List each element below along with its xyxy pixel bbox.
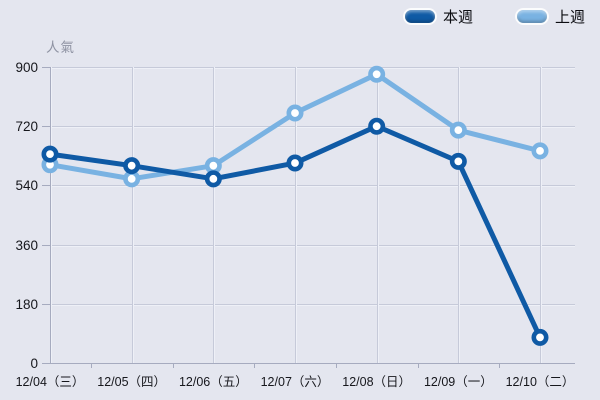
x-tick-label: 12/09（一） [424,375,493,389]
data-point-上週-1 [123,170,141,188]
x-tick-label: 12/07（六） [261,375,330,389]
data-point-本週-3 [286,154,304,172]
y-tick-label: 540 [15,178,38,193]
y-tick-label: 720 [15,119,38,134]
x-tick-label: 12/06（五） [179,375,248,389]
y-tick-label: 0 [30,356,38,371]
x-tick-label: 12/08（日） [342,375,411,389]
data-point-本週-0 [41,145,59,163]
data-point-上週-2 [204,157,222,175]
data-point-上週-5 [449,121,467,139]
y-axis-title: 人氣 [46,40,75,55]
legend-label-last-week: 上週 [555,9,586,26]
y-tick-label: 360 [15,238,38,253]
legend-item-this-week[interactable]: 本週 [405,6,473,27]
data-point-上週-6 [531,142,549,160]
data-point-本週-1 [123,157,141,175]
data-point-本週-2 [204,170,222,188]
y-tick-label: 900 [15,60,38,75]
data-point-本週-4 [368,117,386,135]
data-point-上週-4 [368,65,386,83]
legend-label-this-week: 本週 [443,9,474,26]
data-point-本週-5 [449,152,467,170]
y-tick-label: 180 [15,297,38,312]
x-tick-label: 12/10（二） [506,375,575,389]
chart-legend: 本週 上週 [405,6,585,27]
legend-swatch-this-week-icon [405,10,435,23]
legend-item-last-week[interactable]: 上週 [517,6,585,27]
data-point-本週-6 [531,328,549,346]
data-point-上週-3 [286,104,304,122]
legend-swatch-last-week-icon [517,10,548,23]
x-tick-label: 12/04（三） [16,375,85,389]
x-tick-label: 12/05（四） [97,375,166,389]
